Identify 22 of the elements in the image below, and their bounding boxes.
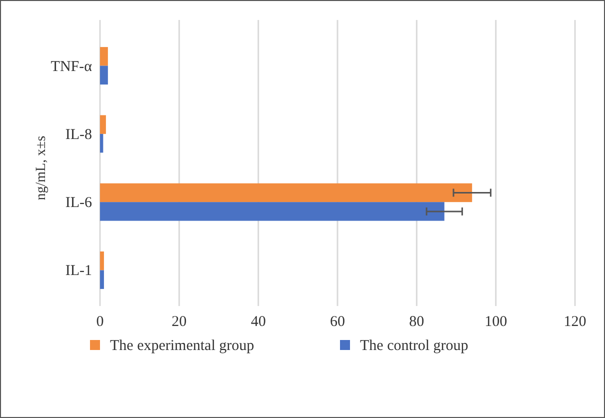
- x-tick-label: 40: [250, 314, 266, 330]
- x-tick-label: 60: [330, 314, 345, 330]
- x-tick-label: 120: [564, 314, 586, 330]
- y-axis-title: ng/mL, x±s: [34, 136, 49, 200]
- y-tick-label: IL-8: [65, 126, 92, 143]
- legend-label: The experimental group: [110, 338, 254, 354]
- y-tick-label: TNF-α: [50, 58, 92, 75]
- x-tick-label: 80: [409, 314, 424, 330]
- x-tick-label: 100: [484, 314, 508, 330]
- bar: [100, 202, 444, 221]
- bar: [100, 270, 104, 289]
- bar: [100, 47, 108, 66]
- bar: [100, 115, 106, 134]
- x-tick-label: 20: [172, 314, 187, 330]
- y-tick-label: IL-1: [65, 263, 92, 280]
- bar: [100, 134, 104, 153]
- x-tick-label: 0: [96, 314, 104, 330]
- legend-label: The control group: [360, 338, 468, 354]
- bar: [100, 251, 104, 270]
- y-tick-label: IL-6: [65, 195, 92, 212]
- bar: [100, 66, 108, 85]
- bar: [100, 183, 472, 202]
